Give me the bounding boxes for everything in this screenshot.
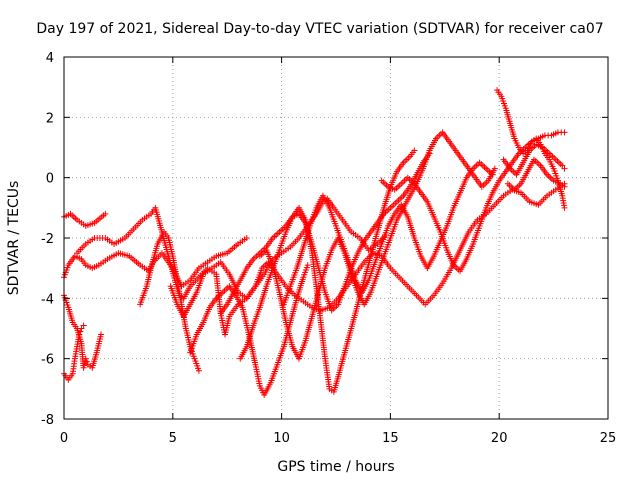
x-tick-label: 15 (382, 431, 399, 446)
data-point (561, 129, 568, 136)
data-point (97, 331, 104, 338)
series-14 (500, 141, 568, 178)
x-axis: 0 5 10 15 20 25 (60, 431, 616, 446)
y-tick-label: 2 (46, 111, 54, 126)
data-point (561, 204, 568, 211)
series-12 (378, 129, 568, 275)
x-tick-label: 10 (273, 431, 290, 446)
data-point (243, 235, 250, 241)
y-tick-label: 4 (46, 51, 54, 66)
x-tick-label: 5 (169, 431, 177, 446)
data-point (491, 165, 498, 172)
data-point (76, 331, 83, 338)
series-4 (74, 195, 390, 338)
y-tick-label: -4 (41, 292, 54, 307)
data-point (561, 165, 568, 172)
x-tick-label: 0 (60, 431, 68, 446)
data-point (77, 328, 84, 335)
data-point (195, 367, 202, 374)
series-11 (280, 159, 496, 308)
data-point (561, 183, 568, 190)
series-13 (494, 87, 568, 211)
y-tick-label: -6 (41, 353, 54, 368)
data-point (83, 358, 90, 365)
x-axis-label: GPS time / hours (277, 459, 394, 475)
x-tick-label: 20 (491, 431, 508, 446)
data-point (82, 355, 89, 362)
series-2 (61, 292, 104, 371)
series-15 (504, 156, 568, 193)
data-point (102, 210, 109, 217)
y-tick-label: -8 (41, 413, 54, 428)
x-tick-label: 25 (600, 431, 617, 446)
y-tick-label: 0 (46, 172, 54, 187)
data-point (80, 322, 87, 329)
data-point (559, 162, 566, 169)
chart-title: Day 197 of 2021, Sidereal Day-to-day VTE… (36, 21, 603, 37)
series-3 (61, 322, 87, 383)
plot-area (61, 87, 568, 398)
series-10 (256, 129, 498, 362)
data-point (304, 262, 311, 269)
y-tick-label: -2 (41, 232, 54, 247)
y-axis-label: SDTVAR / TECUs (6, 181, 22, 296)
y-axis: -8 -6 -4 -2 0 2 4 (41, 51, 54, 428)
series-0 (61, 210, 109, 229)
series-1 (61, 235, 250, 290)
data-point (78, 325, 85, 332)
data-point (489, 171, 496, 178)
axis-ticks (63, 56, 609, 420)
data-point (411, 147, 418, 154)
series-5 (137, 228, 202, 374)
series-6 (167, 180, 568, 320)
